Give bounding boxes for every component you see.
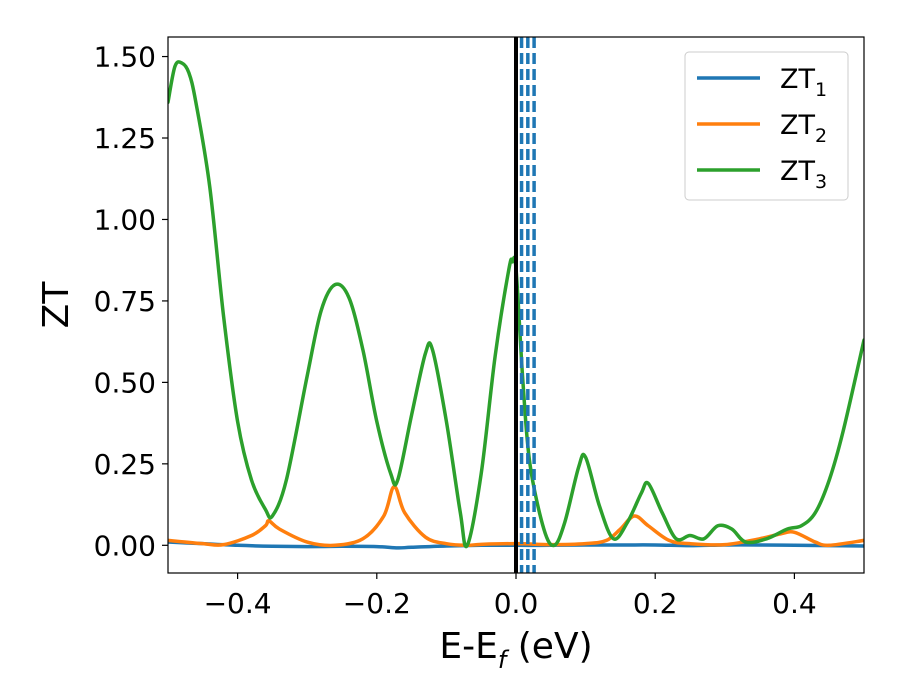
y-tick-label: 0.75 (94, 285, 156, 318)
x-tick-label: −0.4 (204, 587, 272, 620)
series-line-zt3 (168, 60, 864, 549)
x-tick-label: 0.0 (494, 587, 539, 620)
legend-label-zt1: ZT1 (780, 64, 827, 101)
x-tick-label: 0.2 (633, 587, 678, 620)
x-axis-ticks: −0.4 −0.2 0.0 0.2 0.4 (204, 573, 817, 620)
y-tick-label: 0.25 (94, 448, 156, 481)
y-axis-label: ZT (36, 281, 77, 329)
x-axis-label-rest: (eV) (506, 626, 592, 667)
y-tick-label: 1.50 (94, 41, 156, 74)
series-line-zt2 (168, 484, 864, 548)
x-tick-label: 0.4 (772, 587, 817, 620)
y-tick-label: 0.50 (94, 366, 156, 399)
y-axis-ticks: 0.00 0.25 0.50 0.75 1.00 1.25 1.50 (94, 41, 168, 562)
y-tick-label: 1.25 (94, 122, 156, 155)
y-tick-label: 0.00 (94, 529, 156, 562)
y-tick-label: 1.00 (94, 203, 156, 236)
legend: ZT1 ZT2 ZT3 (684, 51, 849, 201)
x-tick-label: −0.2 (343, 587, 411, 620)
legend-label-zt2: ZT2 (780, 110, 827, 147)
x-axis-label-main: E-E (439, 626, 497, 667)
legend-label-zt3: ZT3 (780, 156, 827, 193)
plot-lines (168, 60, 864, 550)
x-axis-label: E-Ef (eV) (439, 626, 592, 674)
legend-box (684, 51, 849, 201)
vertical-markers (514, 37, 536, 573)
